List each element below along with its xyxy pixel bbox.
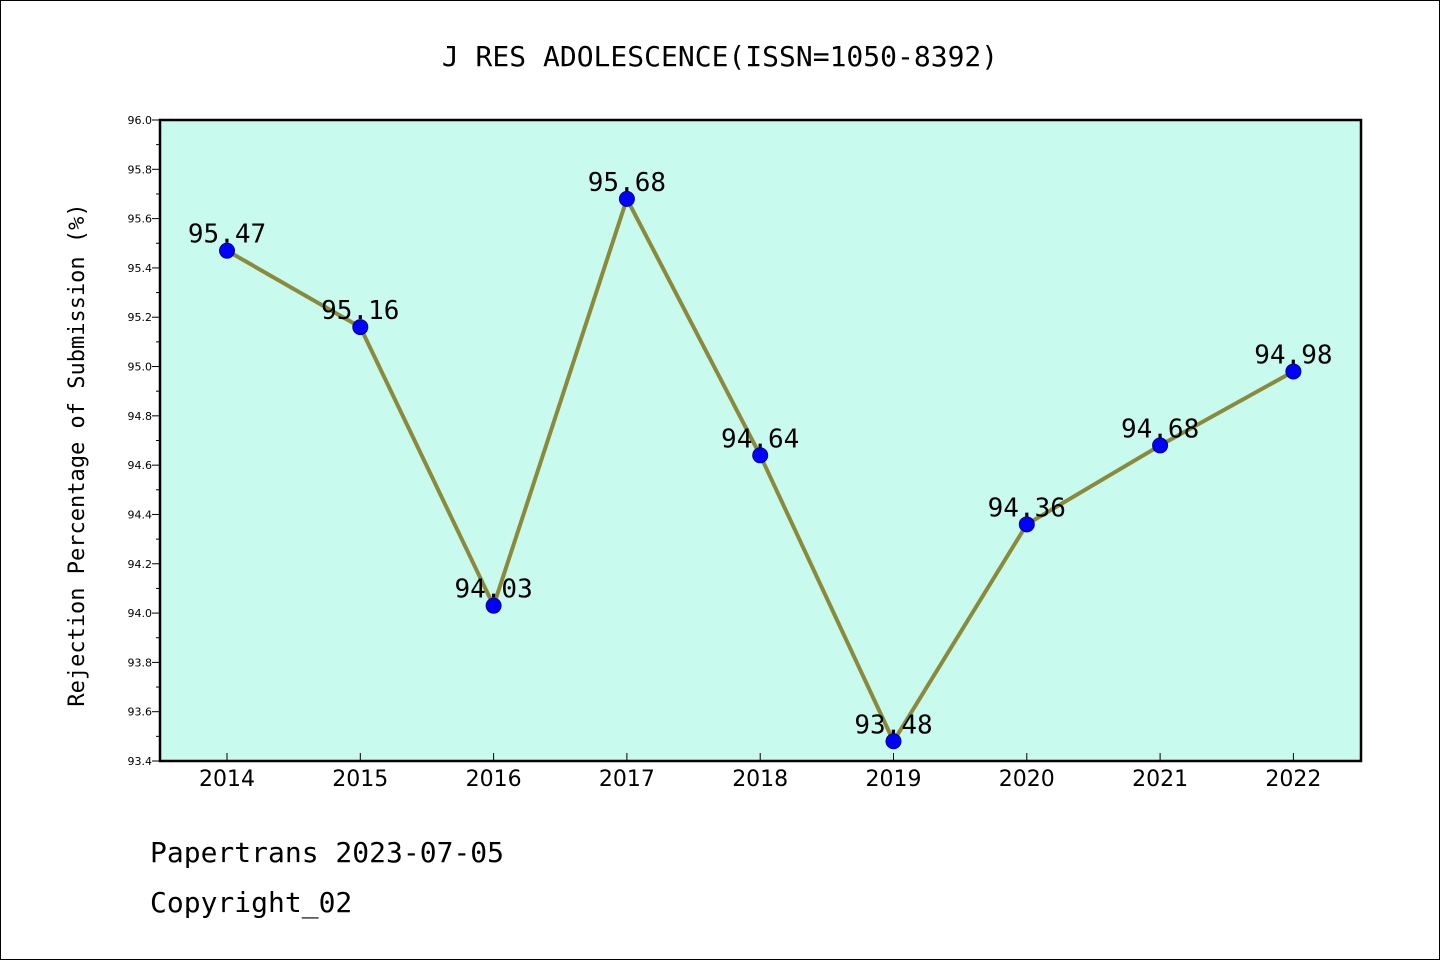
data-point xyxy=(752,447,769,464)
x-tick-label: 2022 xyxy=(1265,767,1321,792)
y-tick-label: 94.6 xyxy=(128,459,153,472)
data-label: 94.03 xyxy=(454,575,532,605)
x-tick-label: 2014 xyxy=(199,767,255,792)
data-label: 94.64 xyxy=(721,424,799,454)
data-point xyxy=(485,597,502,614)
y-tick-label: 94.0 xyxy=(128,607,153,620)
footer-copyright: Copyright_02 xyxy=(150,886,353,919)
x-tick-label: 2019 xyxy=(866,767,922,792)
plot-border xyxy=(158,118,1363,763)
y-tick-label: 94.8 xyxy=(128,410,153,423)
x-tick-label: 2021 xyxy=(1132,767,1188,792)
data-labels-layer: 95.47 95.16 94.03 95.68 94.64 93.48 94.36 94.68… xyxy=(188,168,1333,740)
x-tick-label: 2015 xyxy=(332,767,388,792)
y-tick-label: 95.4 xyxy=(128,262,153,275)
data-point xyxy=(885,733,902,750)
footer-date: Papertrans 2023-07-05 xyxy=(150,836,505,869)
series-layer xyxy=(219,190,1302,750)
y-tick-label: 93.6 xyxy=(128,706,153,719)
y-tick-label: 95.0 xyxy=(128,361,153,374)
y-tick-label: 95.8 xyxy=(128,163,153,176)
x-tick-label: 2020 xyxy=(999,767,1055,792)
x-tick-label: 2018 xyxy=(732,767,788,792)
y-tick-label: 96.0 xyxy=(128,114,153,127)
chart-title: J RES ADOLESCENCE(ISSN=1050-8392) xyxy=(442,40,998,73)
y-tick-label: 95.2 xyxy=(128,311,153,324)
y-tick-label: 95.6 xyxy=(128,213,153,226)
data-label: 95.47 xyxy=(188,220,266,250)
y-tick-label: 93.8 xyxy=(128,656,153,669)
y-tick-label: 94.4 xyxy=(128,508,153,521)
data-label: 94.68 xyxy=(1121,414,1199,444)
data-point xyxy=(618,190,635,207)
data-label: 93.48 xyxy=(854,710,932,740)
y-tick-label: 93.4 xyxy=(128,755,153,768)
y-axis-label: Rejection Percentage of Submission (%) xyxy=(65,203,90,706)
data-label: 95.16 xyxy=(321,296,399,326)
y-axis-ticks: 93.4 93.6 93.8 94.0 94.2 94.4 94.6 94.8 95.0 95.2… xyxy=(128,114,160,768)
data-label: 94.98 xyxy=(1254,340,1332,370)
data-point xyxy=(352,319,369,336)
x-axis-ticks: 2014 2015 2016 2017 2018 2019 2020 2021 2022 xyxy=(199,753,1321,792)
data-label: 95.68 xyxy=(588,168,666,198)
x-tick-label: 2017 xyxy=(599,767,655,792)
data-point xyxy=(219,242,235,259)
data-point xyxy=(1152,437,1169,454)
y-tick-label: 94.2 xyxy=(128,558,153,571)
data-point xyxy=(1018,516,1035,533)
data-label: 94.36 xyxy=(988,493,1066,523)
data-point xyxy=(1285,363,1302,380)
x-tick-label: 2016 xyxy=(466,767,522,792)
